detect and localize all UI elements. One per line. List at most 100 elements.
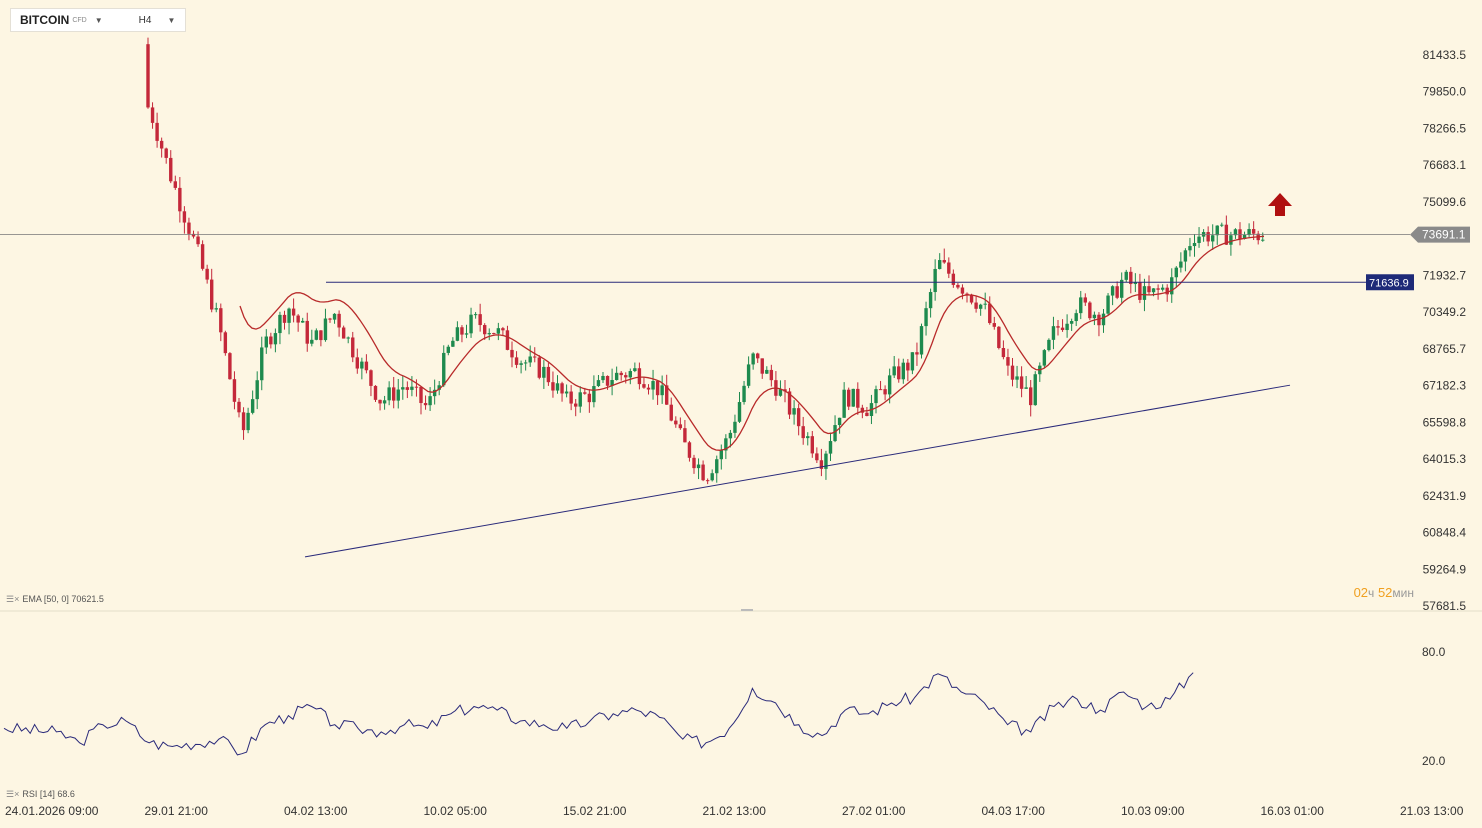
last-price-marker [1410, 226, 1470, 243]
candle-body [837, 417, 842, 426]
candle-body [478, 314, 482, 326]
candle-body [660, 385, 664, 396]
time-tick-label: 10.02 05:00 [424, 804, 488, 818]
candle-body [605, 375, 610, 386]
price-tick-label: 68765.7 [1423, 342, 1467, 356]
price-tick-label: 71932.7 [1423, 268, 1467, 282]
candle-body [314, 330, 319, 340]
candle-body [341, 327, 346, 339]
candle-body [150, 107, 155, 123]
candle-body [892, 366, 896, 376]
candle-body [432, 389, 437, 397]
candle-body [392, 387, 396, 401]
candle-body [291, 308, 296, 316]
price-tick-label: 64015.3 [1423, 452, 1467, 466]
candle-body [1110, 286, 1115, 296]
candle-body [1261, 239, 1265, 241]
candle-body [1151, 288, 1156, 293]
rsi-indicator-label: ☰× RSI [14] 68.6 [6, 789, 75, 800]
price-axis: 81433.5 79850.0 78266.5 76683.1 75099.6 71932… [1422, 48, 1466, 768]
candle-body [1001, 348, 1006, 358]
candle-body [1179, 261, 1183, 268]
candle-body [915, 352, 919, 355]
pane-resize-handle[interactable] [741, 609, 753, 611]
candle-body [533, 356, 537, 358]
timeframe-selector[interactable]: H4 [138, 14, 152, 26]
candle-body [651, 381, 655, 390]
symbol-dropdown-icon[interactable]: ▼ [94, 15, 103, 25]
candle-body [665, 385, 669, 405]
indicator-settings-icon[interactable]: ☰ [6, 594, 15, 604]
candle-body [287, 308, 291, 323]
candle-body [428, 396, 432, 406]
candle-body [687, 442, 692, 458]
candle-body [1156, 288, 1160, 290]
ema-line [239, 235, 1265, 451]
candle-body [1165, 287, 1169, 295]
candle-body [806, 436, 810, 439]
candle-body [159, 140, 164, 149]
candle-body [1215, 225, 1219, 236]
candle-body [801, 426, 805, 439]
candle-body [1229, 235, 1233, 245]
candle-body [842, 389, 846, 418]
indicator-settings-icon[interactable]: ☰ [6, 789, 15, 799]
candle-body [410, 386, 414, 390]
candle-body [564, 391, 569, 394]
candle-body [1088, 302, 1092, 319]
resistance-label: 71636.9 [1369, 277, 1409, 289]
indicator-close-icon[interactable]: × [14, 594, 20, 604]
candle-body [169, 157, 173, 182]
support-trendline[interactable] [304, 384, 1291, 558]
candle-body [978, 304, 983, 309]
candle-body [1015, 376, 1019, 380]
candle-body [642, 384, 646, 388]
candle-body [637, 368, 642, 385]
ema-path [239, 235, 1265, 451]
candle-body [1197, 236, 1201, 243]
candle-body [924, 308, 928, 327]
time-tick-label: 29.01 21:00 [145, 804, 209, 818]
candle-body [173, 181, 177, 188]
candle-body [655, 381, 660, 396]
price-tick-label: 59264.9 [1423, 562, 1467, 576]
price-tick-label: 67182.3 [1423, 379, 1467, 393]
candle-body [824, 453, 828, 469]
candle-body [1024, 387, 1028, 389]
candle-body [574, 403, 578, 407]
time-tick-label: 21.02 13:00 [703, 804, 767, 818]
candle-body [196, 236, 200, 245]
timeframe-dropdown-icon[interactable]: ▼ [167, 15, 176, 25]
candle-body [933, 268, 937, 293]
price-tick-label: 78266.5 [1423, 121, 1467, 135]
candle-body [988, 303, 992, 324]
candle-body [1211, 235, 1215, 242]
time-tick-label: 04.03 17:00 [982, 804, 1046, 818]
candle-body [633, 368, 637, 372]
candle-body [437, 385, 441, 390]
candle-body [487, 333, 491, 335]
candle-body [1010, 365, 1015, 380]
candle-body [887, 375, 892, 395]
candle-body [997, 326, 1001, 349]
price-pane: 73691.1 71636.9 [0, 37, 1470, 558]
candle-body [269, 336, 273, 345]
candle-body [387, 387, 391, 401]
candle-body [483, 325, 487, 335]
candle-body [514, 357, 519, 365]
symbol-type: CFD [72, 16, 87, 24]
symbol-name[interactable]: BITCOIN [20, 13, 70, 27]
candle-body [337, 313, 341, 328]
indicator-close-icon[interactable]: × [14, 789, 20, 799]
candle-body [1083, 297, 1087, 303]
candle-body [332, 313, 337, 320]
last-price-label: 73691.1 [1422, 228, 1466, 242]
candle-body [1233, 229, 1238, 236]
candle-body [983, 303, 987, 305]
candle-body [1183, 250, 1188, 262]
candle-body [446, 346, 450, 353]
countdown-minutes: 52 [1377, 585, 1393, 600]
candle-body [560, 383, 564, 394]
candle-body [346, 337, 350, 339]
